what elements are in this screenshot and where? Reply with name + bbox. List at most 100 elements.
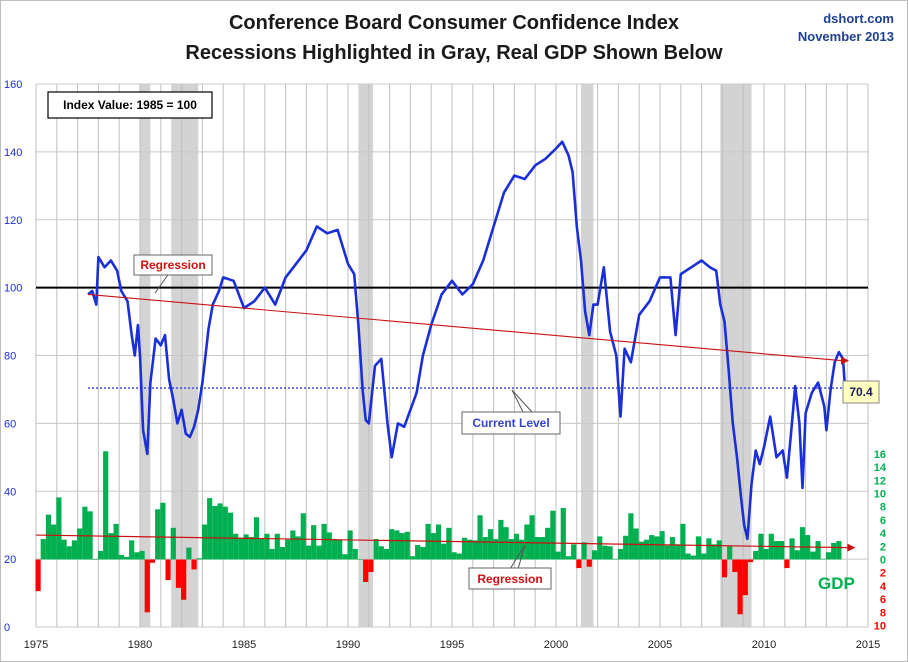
gdp-bar [623,535,629,560]
gdp-bar [357,559,364,560]
gdp-bar [274,533,280,560]
gdp-bar [144,559,150,613]
gdp-bar [103,451,109,560]
gdp-bar [155,509,161,560]
gdp-bar [721,559,728,578]
y-tick-label: 80 [4,351,16,363]
gdp-bar [654,536,660,560]
gdp-bar [550,510,556,560]
x-tick-label: 2000 [544,639,568,651]
gdp-bar [186,547,192,560]
x-tick-label: 2005 [648,639,672,651]
gdp-bar [524,524,530,560]
gdp-bar [794,550,800,560]
gdp-bar [727,546,733,560]
gdp-bar [316,545,322,560]
gdp-bar [217,503,223,560]
current-level-callout-box [461,411,561,435]
gdp-bar [820,558,826,560]
gdp-bar [404,531,410,560]
gdp-bar [576,559,582,569]
gdp-bar [493,539,499,560]
gdp-bar [77,528,83,560]
gdp-bar [789,538,795,560]
gdp-tick-label: 0 [880,555,886,567]
gdp-bar [238,537,244,560]
gdp-bar [591,550,598,560]
gdp-bar [40,539,46,560]
current-value-box [842,380,880,404]
current-value-label: 70.4 [849,385,873,399]
gdp-bar [456,553,462,560]
gdp-negative-tick-label: 6 [880,594,886,606]
cci-regression-line [87,293,842,362]
gdp-bar [773,541,780,560]
gdp-regression-arrow-icon [847,543,856,552]
gdp-bar [378,546,384,560]
gdp-bar [555,551,561,560]
gdp-bar [711,544,717,560]
gdp-bar [508,539,514,560]
gdp-bar [446,527,452,560]
gdp-bar [207,498,213,560]
gdp-tick-label: 14 [874,462,887,474]
gdp-bar [113,523,119,560]
x-tick-label: 2010 [752,639,776,651]
current-level-callout-pointer [511,389,524,413]
regression-callout-box [133,254,213,276]
gdp-bar [352,548,358,560]
gdp-bar [539,537,546,560]
regression-callout-text: Regression [140,258,205,272]
gdp-bar [373,539,379,560]
gdp-bar [701,553,707,560]
gdp-bar [149,559,156,563]
gdp-negative-tick-label: 8 [880,607,886,619]
y-tick-label: 60 [4,418,16,430]
gdp-tick-label: 6 [880,515,886,527]
gdp-bar [222,506,228,560]
gdp-bar [212,506,218,560]
gdp-bar [612,558,618,560]
x-tick-label: 1990 [336,639,360,651]
gdp-bar [529,515,535,560]
gdp-bar [799,527,806,560]
gdp-tick-label: 4 [880,528,887,540]
gdp-bar [581,542,587,560]
gdp-bar [279,546,286,560]
gdp-bar [61,539,67,560]
gdp-bar [326,532,332,560]
gdp-bar [628,513,634,560]
gdp-bar [269,548,275,560]
gdp-regression-callout-text: Regression [477,572,542,586]
gdp-bar [607,546,613,560]
date-label: November 2013 [797,29,894,44]
gdp-bar [690,555,696,560]
gdp-bar [825,552,832,560]
gdp-bar [337,539,343,560]
gdp-bar [71,540,78,560]
gdp-bar [680,523,686,560]
gdp-negative-tick-label: 2 [880,568,886,580]
gdp-bar [56,497,62,560]
current-level-callout-pointer [511,389,533,413]
gdp-bar [420,546,426,560]
gdp-bar [560,508,566,560]
gdp-bar [66,546,72,560]
gdp-bar [487,529,494,560]
y-tick-label: 40 [4,486,16,498]
gdp-bar [638,541,644,560]
gdp-bar [649,535,655,560]
gdp-bar [565,556,572,560]
gdp-bar [695,536,702,560]
gdp-bar [51,524,57,560]
gdp-bar [321,523,327,560]
gdp-bar [175,559,182,588]
gdp-bar [779,541,785,560]
gdp-bar [586,559,592,567]
cci-series-line [87,140,847,541]
gdp-bar [597,536,603,560]
gdp-bar [467,539,473,560]
gdp-bar [503,527,509,560]
gdp-bar [134,552,140,560]
gdp-negative-tick-label: 4 [880,581,887,593]
